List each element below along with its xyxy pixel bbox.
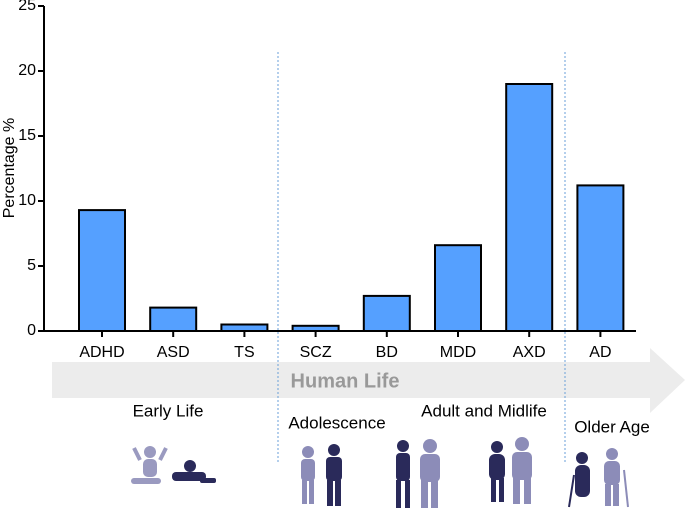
x-tick-label: SCZ <box>300 344 332 361</box>
bar <box>505 83 554 332</box>
y-tick-label: 15 <box>18 127 36 144</box>
y-tick-label: 10 <box>18 192 36 209</box>
y-tick-label: 20 <box>18 62 36 79</box>
stage-label: Early Life <box>133 401 204 420</box>
silhouettes <box>131 437 629 508</box>
life-arrow <box>52 348 685 413</box>
x-tick-label: BD <box>376 344 398 361</box>
arrow-label: Human Life <box>291 370 400 392</box>
bar <box>291 324 340 332</box>
y-tick-label: 0 <box>27 322 36 339</box>
bar <box>576 184 625 332</box>
bar <box>362 294 411 332</box>
x-tick-label: MDD <box>440 344 476 361</box>
x-tick-label: ADHD <box>79 344 124 361</box>
y-tick-label: 25 <box>18 0 36 14</box>
x-tick-label: TS <box>234 344 254 361</box>
stage-label: Adolescence <box>288 413 385 432</box>
bar <box>434 244 482 332</box>
stage-label: Older Age <box>574 417 650 436</box>
x-tick-label: AXD <box>513 344 546 361</box>
y-tick-label: 5 <box>27 257 36 274</box>
bar <box>220 323 269 332</box>
stage-label: Adult and Midlife <box>421 401 547 420</box>
x-tick-label: ASD <box>157 344 190 361</box>
bar <box>149 306 198 333</box>
bar <box>78 209 126 333</box>
x-tick-label: AD <box>589 344 611 361</box>
y-axis-title: Percentage % <box>1 118 18 219</box>
